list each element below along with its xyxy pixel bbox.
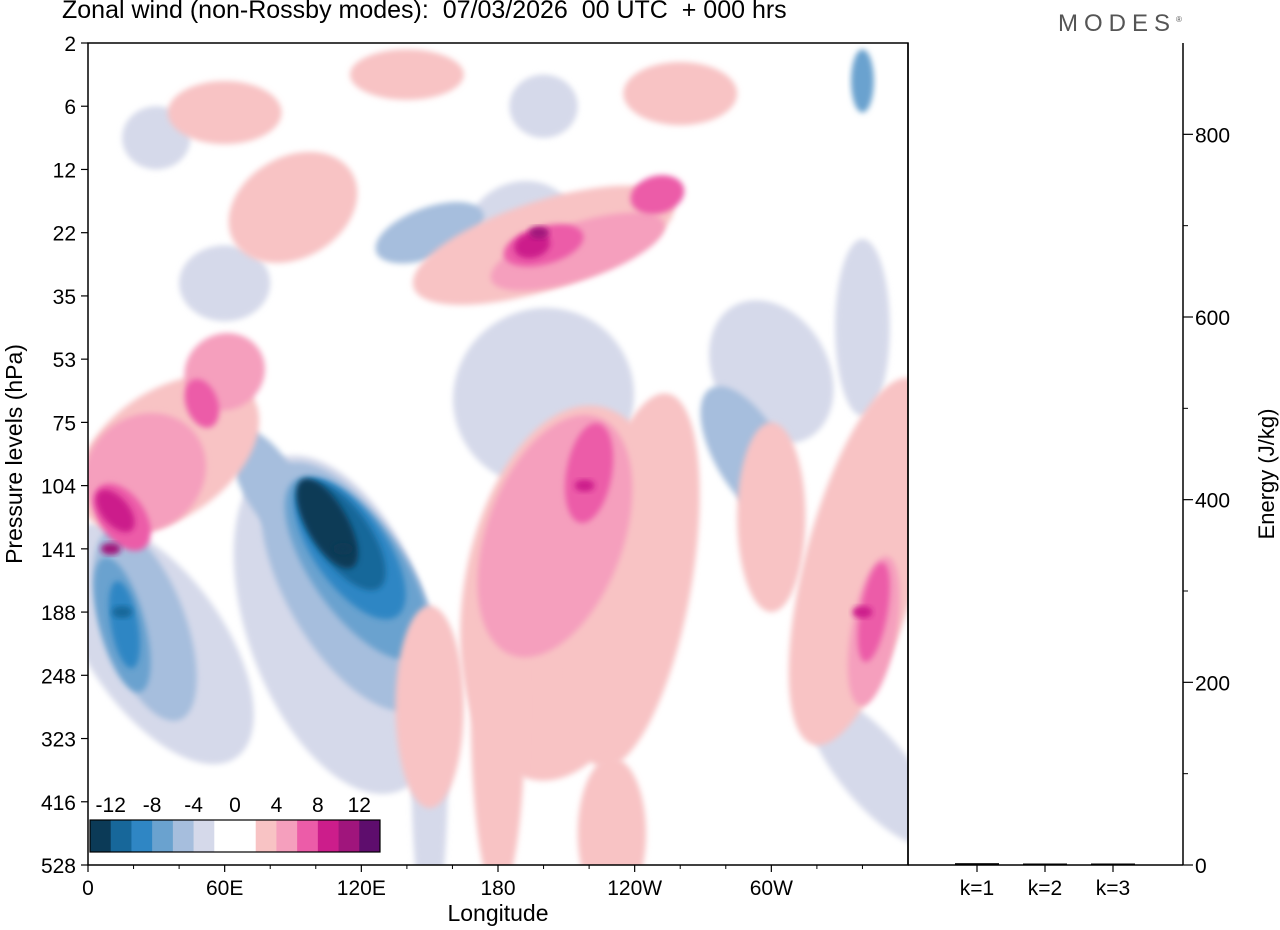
field-feature-easterly-lower — [112, 606, 133, 619]
colorbar-swatch — [235, 820, 257, 852]
y-tick-label: 75 — [53, 412, 76, 435]
modes-logo: MODES® — [1058, 10, 1182, 37]
field-blob — [630, 175, 685, 215]
x-tick-label: 60E — [206, 877, 243, 900]
y-tick-label: 53 — [53, 349, 76, 372]
y-tick-label: 416 — [41, 792, 76, 815]
colorbar-swatch — [297, 820, 319, 852]
energy-bar-k2 — [1023, 863, 1067, 865]
colorbar-swatch — [110, 820, 132, 852]
field-blob — [184, 379, 220, 428]
field-blob — [851, 49, 874, 113]
y-tick-label: 141 — [41, 539, 76, 562]
colorbar-swatch — [255, 820, 277, 852]
field-blob — [565, 422, 614, 523]
energy-category-label: k=3 — [1096, 877, 1130, 900]
colorbar-label: -8 — [143, 794, 162, 817]
field-blob — [490, 212, 665, 291]
x-tick-label: 0 — [82, 877, 94, 900]
field-blob — [737, 422, 806, 613]
colorbar-swatch — [317, 820, 340, 852]
energy-category-label: k=1 — [960, 877, 994, 900]
x-tick-label: 120E — [337, 877, 386, 900]
energy-tick-label: 0 — [1195, 855, 1207, 878]
y-tick-label: 12 — [53, 159, 76, 182]
field-blob — [349, 49, 464, 100]
y-tick-label: 35 — [53, 286, 76, 309]
field-blob — [857, 562, 890, 662]
field-blob — [623, 61, 738, 126]
colorbar-swatch — [276, 820, 298, 852]
colorbar-frame — [89, 819, 381, 853]
energy-bar-k3 — [1091, 863, 1135, 865]
field-feature-westerly-upper-jet — [529, 226, 549, 239]
colorbar-label: 8 — [312, 794, 324, 817]
energy-tick-label: 400 — [1195, 490, 1230, 513]
y-tick-label: 104 — [41, 476, 76, 499]
field-blob — [179, 245, 271, 322]
y-tick-label: 528 — [41, 855, 76, 878]
wind-field — [88, 49, 908, 865]
chart-title: Zonal wind (non-Rossby modes): 07/03/202… — [62, 0, 787, 24]
field-blob — [228, 151, 358, 263]
energy-bar-k1 — [955, 863, 999, 865]
y-tick-label: 188 — [41, 602, 76, 625]
colorbar: -12 -8 -4 0 4 8 12 — [89, 794, 381, 853]
x-tick-label: 120W — [607, 877, 662, 900]
y-tick-label: 248 — [41, 665, 76, 688]
field-blob — [514, 232, 551, 259]
colorbar-swatch — [152, 820, 174, 852]
field-blob — [577, 757, 647, 865]
colorbar-label: -4 — [184, 794, 203, 817]
field-feature-strong-easterly-core — [333, 542, 354, 555]
x-tick-label: 180 — [480, 877, 515, 900]
y-tick-label: 323 — [41, 729, 76, 752]
energy-tick-label: 200 — [1195, 672, 1230, 695]
energy-tick-label: 800 — [1195, 124, 1230, 147]
colorbar-swatch — [359, 820, 381, 852]
field-feature-westerly-band — [100, 542, 121, 555]
energy-category-label: k=2 — [1028, 877, 1062, 900]
field-blob — [167, 80, 282, 145]
colorbar-swatch — [214, 820, 236, 852]
colorbar-swatch — [131, 820, 153, 852]
y-tick-label: 22 — [53, 223, 76, 246]
x-tick-label: 60W — [750, 877, 793, 900]
energy-axis-label: Energy (J/kg) — [1254, 409, 1279, 540]
field-blob — [509, 74, 578, 138]
colorbar-swatch — [338, 820, 360, 852]
field-blob — [395, 605, 464, 809]
y-tick-label: 6 — [64, 96, 76, 119]
field-blob — [95, 489, 135, 533]
colorbar-swatch — [193, 820, 215, 852]
colorbar-swatch — [90, 820, 112, 852]
x-axis-label: Longitude — [447, 900, 548, 926]
field-blob — [788, 377, 908, 746]
field-blob — [108, 581, 140, 669]
field-feature-westerly-east — [852, 606, 873, 619]
colorbar-swatch — [172, 820, 195, 852]
field-feature-westerly-tropo — [574, 479, 595, 492]
colorbar-label: -12 — [96, 794, 126, 817]
energy-tick-label: 600 — [1195, 307, 1230, 330]
colorbar-label: 12 — [348, 794, 371, 817]
y-tick-label: 2 — [64, 33, 76, 56]
colorbar-label: 4 — [271, 794, 283, 817]
field-blob — [375, 201, 484, 264]
energy-panel: 0 200 400 600 800 Energy (J/kg) k=1 k=2 k=3 — [907, 43, 1279, 900]
y-axis-label: Pressure levels (hPa) — [1, 344, 27, 564]
colorbar-label: 0 — [229, 794, 241, 817]
field-blob — [835, 239, 890, 417]
